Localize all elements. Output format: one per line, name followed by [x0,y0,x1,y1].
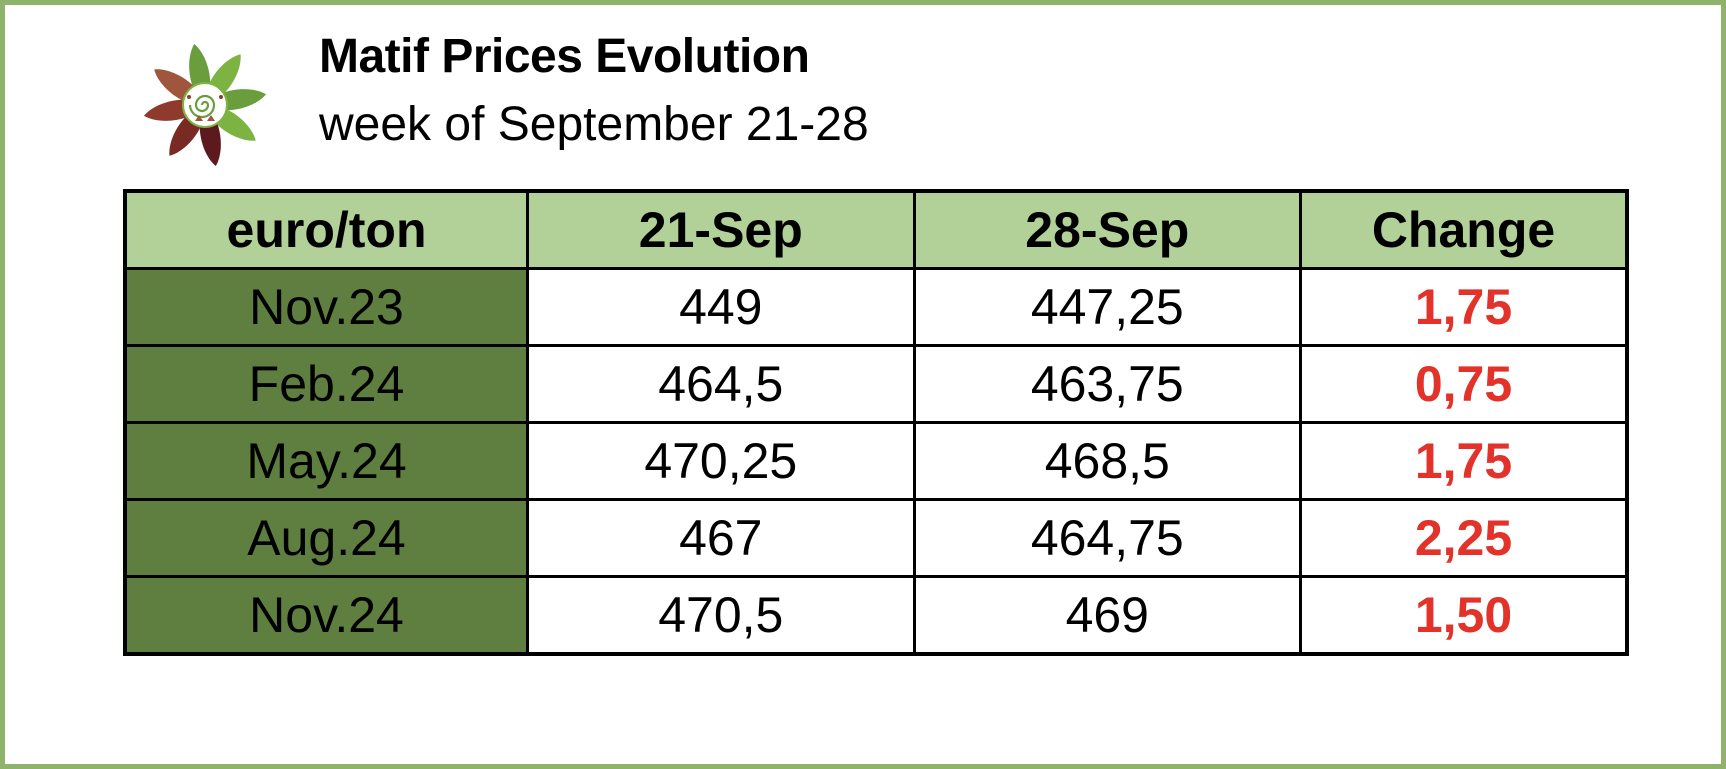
cell-sep28: 468,5 [912,421,1303,501]
cell-change: 1,75 [1299,267,1629,347]
table-row: Nov.24 470,5 469 1,50 [123,575,1629,656]
row-label: Feb.24 [123,344,530,424]
table-row: May.24 470,25 468,5 1,75 [123,421,1629,501]
prices-table: euro/ton 21-Sep 28-Sep Change Nov.23 449… [123,189,1629,656]
cell-sep21: 449 [526,267,916,347]
table-row: Nov.23 449 447,25 1,75 [123,267,1629,347]
page-title: Matif Prices Evolution [319,30,810,83]
row-label: Nov.24 [123,575,530,656]
row-label: May.24 [123,421,530,501]
cell-sep28: 464,75 [912,498,1303,578]
flower-logo-icon [143,43,267,167]
column-header-sep28: 28-Sep [912,189,1303,270]
cell-sep21: 467 [526,498,916,578]
cell-change: 0,75 [1299,344,1629,424]
cell-sep28: 463,75 [912,344,1303,424]
column-header-change: Change [1299,189,1629,270]
table-row: Aug.24 467 464,75 2,25 [123,498,1629,578]
row-label: Nov.23 [123,267,530,347]
cell-change: 2,25 [1299,498,1629,578]
row-label: Aug.24 [123,498,530,578]
cell-sep21: 470,5 [526,575,916,656]
cell-change: 1,75 [1299,421,1629,501]
cell-sep21: 464,5 [526,344,916,424]
cell-sep28: 447,25 [912,267,1303,347]
cell-change: 1,50 [1299,575,1629,656]
table-header-row: euro/ton 21-Sep 28-Sep Change [123,189,1629,270]
column-header-sep21: 21-Sep [526,189,916,270]
cell-sep21: 470,25 [526,421,916,501]
cell-sep28: 469 [912,575,1303,656]
page-subtitle: week of September 21-28 [319,98,869,151]
column-header-unit: euro/ton [123,189,530,270]
table-row: Feb.24 464,5 463,75 0,75 [123,344,1629,424]
